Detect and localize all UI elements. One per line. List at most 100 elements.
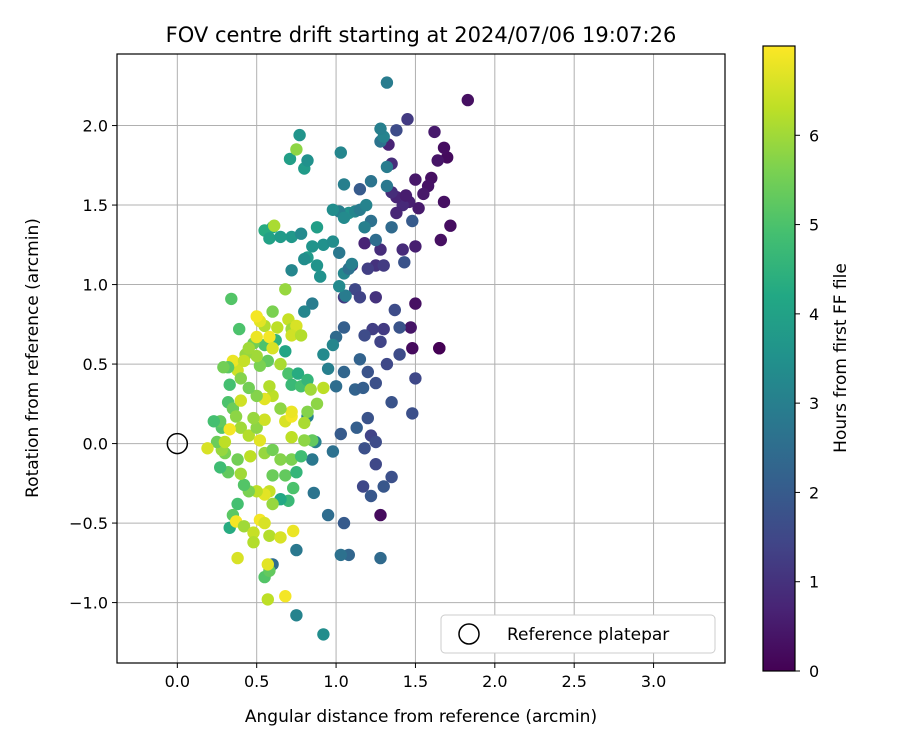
scatter-point bbox=[356, 480, 370, 493]
scatter-point bbox=[390, 124, 403, 137]
scatter-point bbox=[268, 219, 281, 232]
scatter-point bbox=[437, 141, 451, 154]
scatter-point bbox=[361, 411, 374, 425]
scatter-point bbox=[237, 354, 251, 368]
scatter-point bbox=[274, 531, 287, 544]
scatter-point bbox=[409, 240, 422, 253]
scatter-point bbox=[287, 524, 300, 538]
scatter-point bbox=[250, 421, 263, 434]
scatter-point bbox=[406, 214, 419, 228]
scatter-point bbox=[390, 206, 403, 220]
scatter-point bbox=[406, 407, 419, 420]
scatter-point bbox=[290, 143, 303, 156]
scatter-point bbox=[244, 450, 257, 463]
scatter-point bbox=[294, 450, 308, 463]
scatter-point bbox=[285, 431, 298, 444]
scatter-point bbox=[461, 93, 474, 107]
scatter-point bbox=[310, 221, 324, 234]
scatter-point bbox=[406, 342, 419, 355]
scatter-point bbox=[333, 280, 346, 293]
scatter-point bbox=[266, 469, 279, 482]
scatter-point bbox=[356, 381, 370, 395]
y-tick-label: 2.0 bbox=[83, 117, 108, 136]
scatter-point bbox=[333, 246, 346, 259]
scatter-point bbox=[321, 508, 335, 522]
scatter-point bbox=[247, 526, 260, 539]
scatter-point bbox=[285, 378, 298, 391]
x-axis-ticks: 0.0 0.5 1.0 1.5 2.0 2.5 3.0 bbox=[165, 663, 666, 691]
scatter-point bbox=[385, 396, 398, 409]
scatter-point bbox=[409, 297, 422, 310]
scatter-point bbox=[409, 173, 422, 186]
scatter-point bbox=[274, 402, 287, 415]
scatter-point bbox=[217, 361, 230, 374]
scatter-point bbox=[234, 467, 247, 480]
scatter-point bbox=[279, 345, 292, 358]
scatter-point bbox=[279, 590, 292, 603]
scatter-point bbox=[225, 292, 238, 306]
scatter-point bbox=[218, 435, 232, 449]
scatter-point bbox=[266, 342, 279, 355]
scatter-point bbox=[253, 434, 267, 447]
scatter-point bbox=[353, 183, 367, 196]
scatter-point bbox=[393, 348, 406, 361]
colorbar-tick-label: 1 bbox=[809, 573, 819, 592]
scatter-point bbox=[317, 238, 330, 251]
scatter-point bbox=[334, 548, 347, 562]
scatter-point bbox=[237, 520, 251, 533]
scatter-point bbox=[441, 151, 454, 164]
scatter-point bbox=[263, 330, 276, 344]
scatter-point bbox=[326, 445, 340, 458]
colorbar-tick-label: 4 bbox=[809, 305, 819, 324]
reference-marker bbox=[166, 432, 189, 455]
colorbar-tick-label: 5 bbox=[809, 216, 819, 235]
scatter-point bbox=[266, 443, 279, 457]
y-axis-label: Rotation from reference (arcmin) bbox=[23, 218, 43, 498]
y-tick-label: −0.5 bbox=[69, 514, 108, 533]
scatter-point bbox=[358, 237, 371, 250]
scatter-point bbox=[271, 321, 284, 334]
scatter-point bbox=[393, 321, 406, 334]
colorbar-label: Hours from first FF file bbox=[831, 263, 851, 453]
scatter-point bbox=[380, 160, 394, 174]
scatter-point bbox=[326, 203, 340, 216]
scatter-point bbox=[266, 497, 279, 511]
scatter-point bbox=[369, 435, 382, 449]
colorbar-ticks: 0 1 2 3 4 5 6 bbox=[795, 126, 819, 681]
scatter-point bbox=[290, 609, 303, 622]
scatter-point bbox=[291, 367, 305, 380]
scatter-point bbox=[409, 372, 422, 385]
scatter-point bbox=[261, 593, 274, 606]
scatter-point bbox=[364, 175, 378, 188]
scatter-point bbox=[250, 389, 263, 403]
scatter-point bbox=[380, 76, 394, 89]
scatter-point bbox=[293, 128, 306, 142]
scatter-point bbox=[385, 470, 398, 484]
scatter-point bbox=[374, 551, 387, 565]
legend: Reference platepar bbox=[440, 614, 716, 654]
scatter-point bbox=[369, 233, 382, 247]
scatter-point bbox=[283, 152, 297, 166]
scatter-point bbox=[304, 383, 317, 396]
x-tick-label: 1.5 bbox=[403, 672, 428, 691]
scatter-point bbox=[233, 322, 246, 336]
legend-box bbox=[440, 614, 716, 654]
colorbar-tick-label: 6 bbox=[809, 126, 819, 145]
scatter-point bbox=[345, 257, 359, 271]
scatter-point bbox=[287, 481, 300, 495]
scatter-point bbox=[374, 508, 387, 522]
scatter-point bbox=[290, 319, 303, 333]
scatter-point bbox=[388, 303, 401, 317]
scatter-point bbox=[380, 357, 394, 371]
scatter-point bbox=[310, 397, 324, 410]
scatter-point bbox=[242, 381, 255, 395]
scatter-point bbox=[279, 469, 292, 482]
scatter-point bbox=[294, 227, 308, 240]
scatter-point bbox=[326, 235, 340, 248]
y-tick-label: 1.5 bbox=[83, 196, 108, 215]
scatter-point bbox=[207, 415, 220, 428]
scatter-point bbox=[385, 221, 398, 234]
scatter-point bbox=[337, 516, 351, 530]
scatter-point bbox=[360, 198, 373, 212]
